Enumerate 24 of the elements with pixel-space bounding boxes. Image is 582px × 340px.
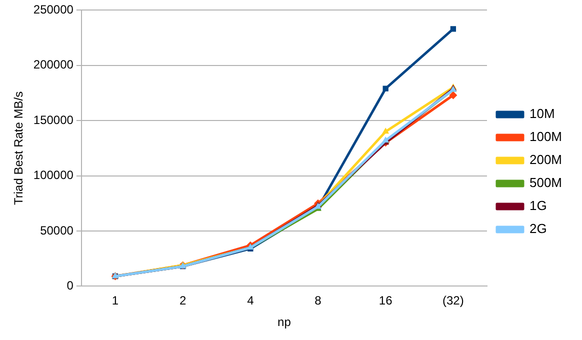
y-tick-label: 200000 [33,58,74,72]
x-tick-label: (32) [442,294,464,308]
x-tick-label: 8 [314,294,322,308]
legend-label: 2G [529,221,547,236]
legend-label: 10M [529,106,555,122]
y-tick-label: 250000 [33,2,74,17]
legend-label: 200M [529,152,562,168]
y-tick-label: 150000 [33,112,74,127]
x-tick-label: 2 [179,294,186,308]
point [382,86,388,92]
point [450,26,456,32]
legend-label: 100M [529,129,562,144]
y-axis-title: Triad Best Rate MB/s [12,91,26,205]
legend-label: 1G [529,198,547,214]
x-axis-title: np [278,315,292,330]
x-tick-label: 1 [112,294,119,308]
x-tick-label: 4 [247,294,254,308]
y-tick-label: 0 [66,278,74,293]
y-tick-label: 100000 [33,168,74,182]
legend-label: 500M [529,175,562,190]
point [382,128,390,134]
y-tick-label: 50000 [40,223,74,238]
point [449,91,458,100]
x-tick-label: 16 [378,294,393,308]
